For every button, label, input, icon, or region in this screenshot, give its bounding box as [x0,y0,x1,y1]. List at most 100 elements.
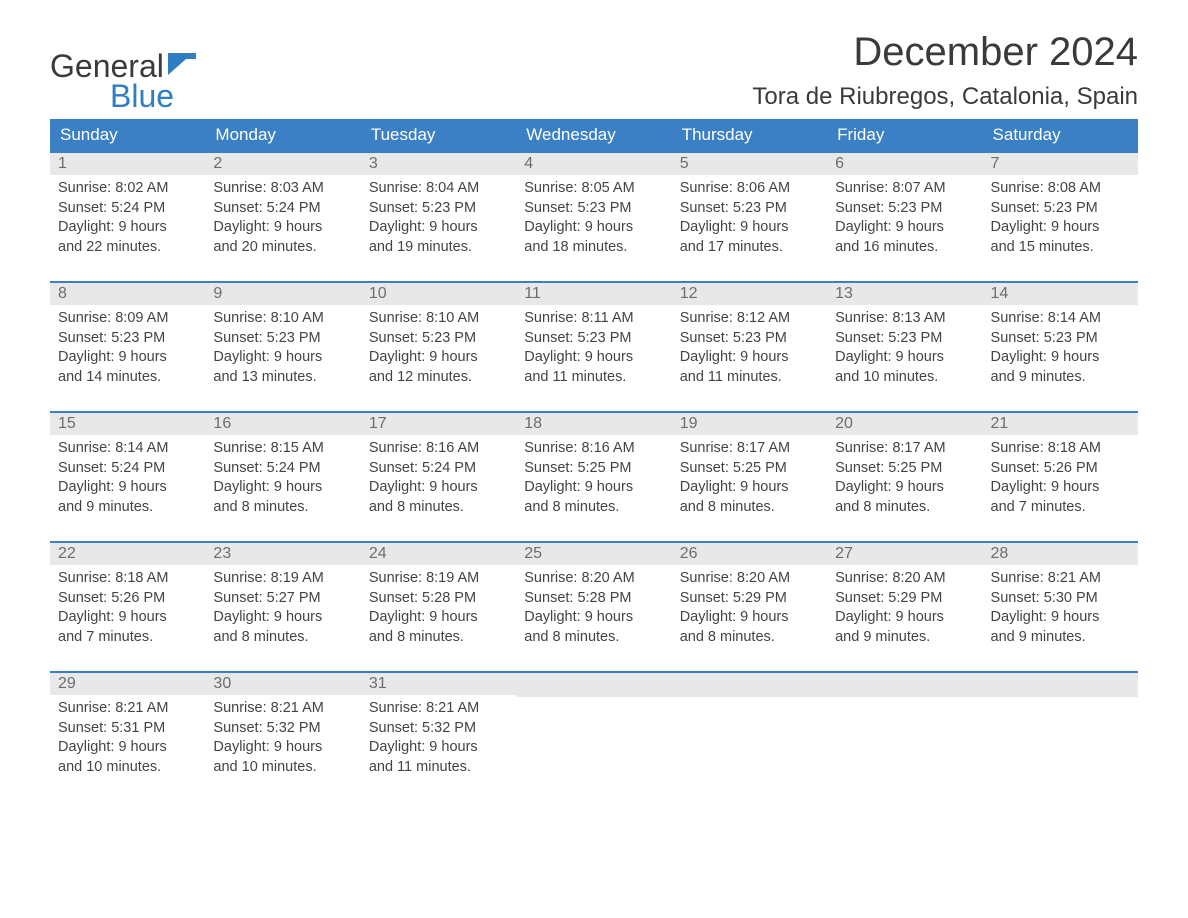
day-number: 19 [672,413,827,435]
daylight-text-2: and 16 minutes. [835,238,974,258]
day-number: 23 [205,543,360,565]
daylight-text-2: and 11 minutes. [524,368,663,388]
daylight-text-1: Daylight: 9 hours [213,608,352,628]
calendar-day-cell: 4Sunrise: 8:05 AMSunset: 5:23 PMDaylight… [516,152,671,282]
daylight-text-2: and 8 minutes. [524,498,663,518]
day-content: Sunrise: 8:04 AMSunset: 5:23 PMDaylight:… [361,175,516,261]
calendar-day-cell: 11Sunrise: 8:11 AMSunset: 5:23 PMDayligh… [516,282,671,412]
sunset-text: Sunset: 5:23 PM [369,329,508,349]
daylight-text-2: and 17 minutes. [680,238,819,258]
day-number: 25 [516,543,671,565]
sunrise-text: Sunrise: 8:18 AM [991,439,1130,459]
day-content: Sunrise: 8:19 AMSunset: 5:28 PMDaylight:… [361,565,516,651]
calendar-day-cell: 29Sunrise: 8:21 AMSunset: 5:31 PMDayligh… [50,672,205,802]
daylight-text-2: and 14 minutes. [58,368,197,388]
sunrise-text: Sunrise: 8:09 AM [58,309,197,329]
calendar-day-cell: 19Sunrise: 8:17 AMSunset: 5:25 PMDayligh… [672,412,827,542]
calendar-day-cell: 13Sunrise: 8:13 AMSunset: 5:23 PMDayligh… [827,282,982,412]
daylight-text-2: and 8 minutes. [680,628,819,648]
sunset-text: Sunset: 5:23 PM [524,199,663,219]
day-content: Sunrise: 8:20 AMSunset: 5:29 PMDaylight:… [827,565,982,651]
day-number: 24 [361,543,516,565]
calendar-day-cell: 20Sunrise: 8:17 AMSunset: 5:25 PMDayligh… [827,412,982,542]
day-content: Sunrise: 8:21 AMSunset: 5:31 PMDaylight:… [50,695,205,781]
day-content: Sunrise: 8:16 AMSunset: 5:24 PMDaylight:… [361,435,516,521]
calendar-week-row: 22Sunrise: 8:18 AMSunset: 5:26 PMDayligh… [50,542,1138,672]
day-number: 15 [50,413,205,435]
day-number: 14 [983,283,1138,305]
sunrise-text: Sunrise: 8:16 AM [524,439,663,459]
sunset-text: Sunset: 5:26 PM [991,459,1130,479]
day-number: 21 [983,413,1138,435]
calendar-day-cell [983,672,1138,802]
daylight-text-1: Daylight: 9 hours [369,738,508,758]
calendar-day-cell: 2Sunrise: 8:03 AMSunset: 5:24 PMDaylight… [205,152,360,282]
calendar-day-cell: 10Sunrise: 8:10 AMSunset: 5:23 PMDayligh… [361,282,516,412]
daylight-text-1: Daylight: 9 hours [991,478,1130,498]
daylight-text-2: and 8 minutes. [369,498,508,518]
day-content: Sunrise: 8:21 AMSunset: 5:32 PMDaylight:… [361,695,516,781]
daylight-text-1: Daylight: 9 hours [213,478,352,498]
calendar-week-row: 1Sunrise: 8:02 AMSunset: 5:24 PMDaylight… [50,152,1138,282]
day-number: 8 [50,283,205,305]
day-number: 7 [983,153,1138,175]
daylight-text-1: Daylight: 9 hours [58,218,197,238]
calendar-week-row: 15Sunrise: 8:14 AMSunset: 5:24 PMDayligh… [50,412,1138,542]
day-content: Sunrise: 8:06 AMSunset: 5:23 PMDaylight:… [672,175,827,261]
calendar-week-row: 29Sunrise: 8:21 AMSunset: 5:31 PMDayligh… [50,672,1138,802]
daylight-text-1: Daylight: 9 hours [213,738,352,758]
daylight-text-1: Daylight: 9 hours [991,218,1130,238]
calendar-day-cell: 22Sunrise: 8:18 AMSunset: 5:26 PMDayligh… [50,542,205,672]
day-content: Sunrise: 8:17 AMSunset: 5:25 PMDaylight:… [827,435,982,521]
daylight-text-1: Daylight: 9 hours [213,348,352,368]
calendar-week-row: 8 Sunrise: 8:09 AM Sunset: 5:23 PM Daylight… [50,282,1138,412]
sunrise-text: Sunrise: 8:14 AM [991,309,1130,329]
daylight-text-2: and 10 minutes. [835,368,974,388]
day-number: 26 [672,543,827,565]
calendar-day-cell: 26 Sunrise: 8:20 AMSunset: 5:29 PMDayligh… [672,542,827,672]
daylight-text-2: and 10 minutes. [58,758,197,778]
sunrise-text: Sunrise: 8:17 AM [680,439,819,459]
sunset-text: Sunset: 5:23 PM [991,329,1130,349]
calendar-day-cell: 30Sunrise: 8:21 AMSunset: 5:32 PMDayligh… [205,672,360,802]
sunset-text: Sunset: 5:32 PM [213,719,352,739]
day-header-monday: Monday [205,119,360,152]
day-number: 9 [205,283,360,305]
day-number: 10 [361,283,516,305]
sunrise-text: Sunrise: 8:20 AM [524,569,663,589]
sunset-text: Sunset: 5:23 PM [369,199,508,219]
sunrise-text: Sunrise: 8:08 AM [991,179,1130,199]
daylight-text-1: Daylight: 9 hours [680,608,819,628]
day-number: 3 [361,153,516,175]
sunrise-text: Sunrise: 8:21 AM [213,699,352,719]
calendar-day-cell: 6Sunrise: 8:07 AMSunset: 5:23 PMDaylight… [827,152,982,282]
sunset-text: Sunset: 5:23 PM [524,329,663,349]
daylight-text-1: Daylight: 9 hours [369,478,508,498]
calendar-day-cell: 12Sunrise: 8:12 AMSunset: 5:23 PMDayligh… [672,282,827,412]
sunrise-text: Sunrise: 8:04 AM [369,179,508,199]
calendar-day-cell [672,672,827,802]
day-number: 1 [50,153,205,175]
sunset-text: Sunset: 5:23 PM [835,199,974,219]
day-content: Sunrise: 8:17 AMSunset: 5:25 PMDaylight:… [672,435,827,521]
day-content: Sunrise: 8:11 AMSunset: 5:23 PMDaylight:… [516,305,671,391]
sunset-text: Sunset: 5:30 PM [991,589,1130,609]
sunrise-text: Sunrise: 8:20 AM [680,569,819,589]
daylight-text-1: Daylight: 9 hours [835,478,974,498]
sunset-text: Sunset: 5:24 PM [369,459,508,479]
day-content: Sunrise: 8:18 AMSunset: 5:26 PMDaylight:… [983,435,1138,521]
daylight-text-2: and 15 minutes. [991,238,1130,258]
daylight-text-1: Daylight: 9 hours [369,608,508,628]
daylight-text-1: Daylight: 9 hours [835,608,974,628]
daylight-text-2: and 11 minutes. [369,758,508,778]
daylight-text-1: Daylight: 9 hours [835,348,974,368]
calendar-day-cell [516,672,671,802]
sunrise-text: Sunrise: 8:10 AM [369,309,508,329]
day-content: Sunrise: 8:16 AMSunset: 5:25 PMDaylight:… [516,435,671,521]
sunset-text: Sunset: 5:28 PM [524,589,663,609]
sunrise-text: Sunrise: 8:07 AM [835,179,974,199]
daylight-text-2: and 7 minutes. [991,498,1130,518]
calendar-day-cell: 16Sunrise: 8:15 AMSunset: 5:24 PMDayligh… [205,412,360,542]
sunset-text: Sunset: 5:24 PM [213,199,352,219]
sunset-text: Sunset: 5:29 PM [680,589,819,609]
